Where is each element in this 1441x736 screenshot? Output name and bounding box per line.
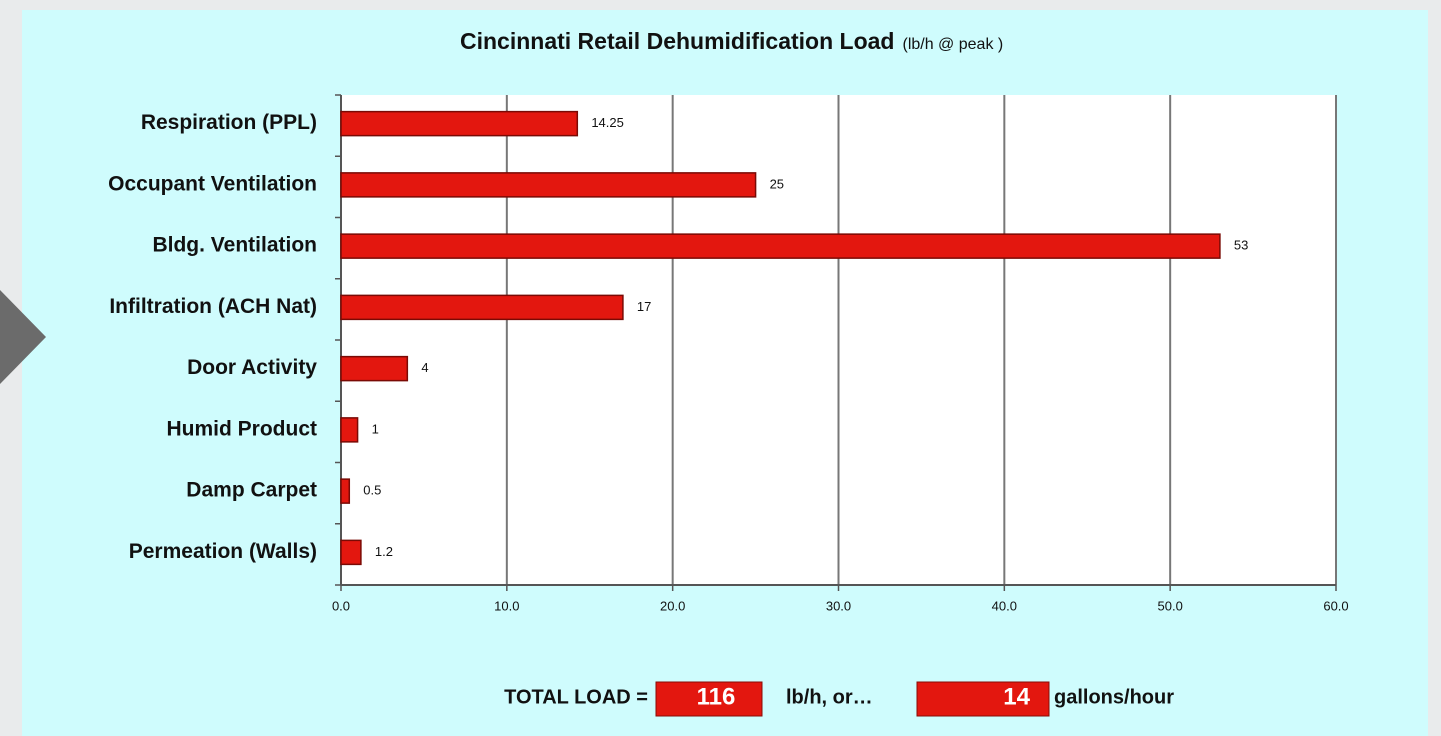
chart-title: Cincinnati Retail Dehumidification Load <box>460 28 894 54</box>
total-row: TOTAL LOAD = 116 lb/h, or… 14 gallons/ho… <box>504 681 1174 717</box>
x-tick-label: 60.0 <box>1323 598 1348 613</box>
value-label: 1.2 <box>375 544 393 559</box>
y-tick-label: Humid Product <box>167 417 318 440</box>
x-tick-label: 0.0 <box>332 598 350 613</box>
value-label: 17 <box>637 299 651 314</box>
x-tick-label: 50.0 <box>1158 598 1183 613</box>
y-tick-label: Occupant Ventilation <box>108 172 317 195</box>
y-tick-label: Permeation (Walls) <box>129 540 317 563</box>
total-load-unit: lb/h, or… <box>786 686 873 708</box>
x-tick-label: 40.0 <box>992 598 1017 613</box>
bar <box>340 539 362 566</box>
total-load: 116 <box>697 683 736 710</box>
x-tick-label: 10.0 <box>494 598 519 613</box>
total-label: TOTAL LOAD = <box>504 686 648 708</box>
pointer-arrow <box>0 290 46 384</box>
total-load-box <box>655 681 763 717</box>
bar <box>340 355 409 382</box>
chart-subtitle: (lb/h @ peak ) <box>902 36 1003 53</box>
y-tick-label: Bldg. Ventilation <box>152 234 317 257</box>
x-tick-label: 20.0 <box>660 598 685 613</box>
value-label: 14.25 <box>591 115 624 130</box>
value-label: 4 <box>421 360 428 375</box>
x-tick-label: 30.0 <box>826 598 851 613</box>
total-gallons-unit: gallons/hour <box>1054 686 1174 708</box>
bar <box>340 110 579 137</box>
y-tick-label: Damp Carpet <box>186 479 317 502</box>
total-gallons: 14 <box>1003 683 1030 710</box>
value-label: 25 <box>770 176 784 191</box>
bar <box>340 417 359 443</box>
bar <box>340 172 757 198</box>
total-gallons-box <box>916 681 1050 717</box>
value-label: 1 <box>372 421 379 436</box>
bar <box>340 294 624 321</box>
value-label: 0.5 <box>363 483 381 498</box>
y-tick-label: Infiltration (ACH Nat) <box>109 295 317 318</box>
bar <box>340 478 351 504</box>
value-label: 53 <box>1234 238 1248 253</box>
y-tick-label: Respiration (PPL) <box>141 111 317 134</box>
y-tick-label: Door Activity <box>187 356 317 379</box>
bar <box>340 233 1221 259</box>
